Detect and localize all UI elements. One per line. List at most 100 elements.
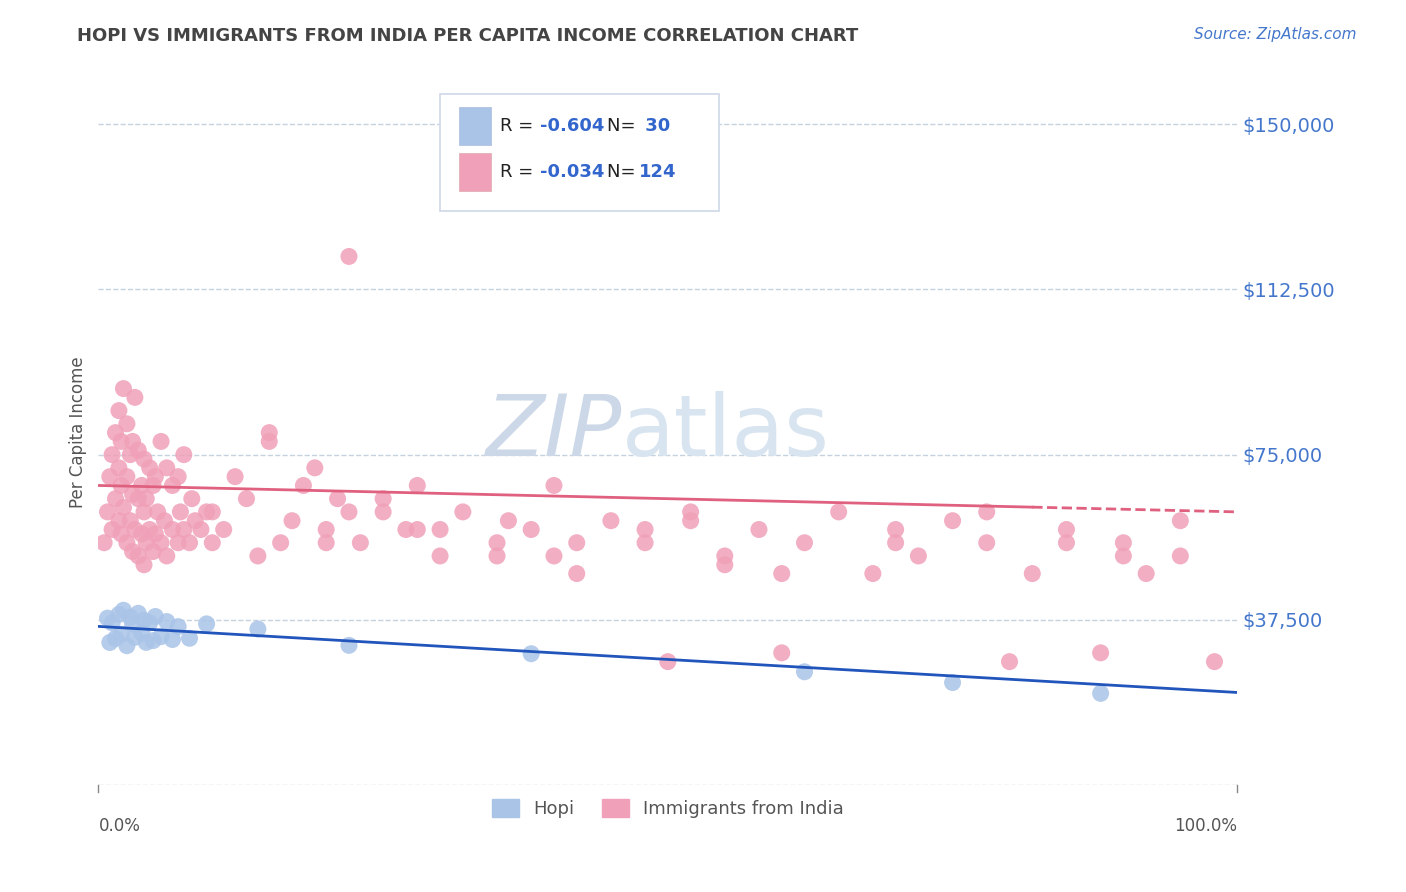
Point — [337, 250, 360, 264]
Point — [132, 558, 155, 572]
Point — [793, 665, 815, 679]
Point — [714, 558, 737, 572]
FancyBboxPatch shape — [460, 107, 491, 145]
Point — [162, 523, 184, 537]
Point — [115, 417, 138, 431]
Point — [110, 627, 132, 641]
Point — [246, 549, 269, 563]
Point — [486, 549, 509, 563]
Text: 30: 30 — [640, 117, 671, 135]
Point — [429, 549, 451, 563]
Point — [292, 478, 315, 492]
Point — [1170, 514, 1192, 528]
Point — [498, 514, 520, 528]
Point — [793, 535, 815, 549]
Point — [634, 523, 657, 537]
Point — [135, 635, 157, 649]
Point — [121, 617, 143, 632]
Point — [169, 505, 191, 519]
Point — [543, 549, 565, 563]
Point — [131, 478, 153, 492]
Point — [326, 491, 349, 506]
Point — [150, 630, 173, 644]
Point — [184, 514, 207, 528]
Point — [600, 514, 623, 528]
Point — [146, 505, 169, 519]
Point — [1204, 655, 1226, 669]
Point — [1090, 686, 1112, 700]
Point — [167, 619, 190, 633]
Point — [142, 633, 165, 648]
Point — [112, 603, 135, 617]
Point — [108, 403, 131, 417]
Point — [679, 514, 702, 528]
Point — [120, 610, 142, 624]
Point — [679, 505, 702, 519]
Point — [259, 425, 281, 440]
Text: 0.0%: 0.0% — [98, 817, 141, 835]
Point — [132, 452, 155, 467]
Point — [132, 613, 155, 627]
Point — [115, 469, 138, 483]
Point — [131, 626, 153, 640]
FancyBboxPatch shape — [460, 153, 491, 191]
Point — [942, 675, 965, 690]
Text: -0.034: -0.034 — [540, 163, 605, 181]
Point — [281, 514, 304, 528]
Point — [127, 491, 149, 506]
Point — [98, 635, 121, 649]
Point — [884, 535, 907, 549]
Point — [121, 487, 143, 501]
Point — [167, 469, 190, 483]
FancyBboxPatch shape — [440, 95, 718, 211]
Point — [486, 535, 509, 549]
Point — [173, 523, 195, 537]
Point — [104, 425, 127, 440]
Point — [304, 461, 326, 475]
Point — [173, 448, 195, 462]
Point — [395, 523, 418, 537]
Text: N=: N= — [607, 163, 641, 181]
Point — [131, 527, 153, 541]
Point — [156, 461, 179, 475]
Point — [828, 505, 851, 519]
Point — [98, 469, 121, 483]
Point — [212, 523, 235, 537]
Point — [150, 434, 173, 449]
Point — [112, 500, 135, 515]
Point — [127, 607, 149, 621]
Point — [124, 630, 146, 644]
Point — [120, 514, 142, 528]
Point — [565, 566, 588, 581]
Point — [162, 478, 184, 492]
Point — [634, 535, 657, 549]
Point — [104, 491, 127, 506]
Point — [1021, 566, 1043, 581]
Point — [748, 523, 770, 537]
Point — [138, 461, 160, 475]
Point — [998, 655, 1021, 669]
Point — [112, 382, 135, 396]
Point — [195, 505, 218, 519]
Point — [190, 523, 212, 537]
Point — [101, 448, 124, 462]
Legend: Hopi, Immigrants from India: Hopi, Immigrants from India — [485, 791, 851, 825]
Point — [153, 514, 176, 528]
Point — [145, 609, 167, 624]
Point — [349, 535, 371, 549]
Point — [520, 647, 543, 661]
Point — [108, 461, 131, 475]
Point — [1054, 523, 1078, 537]
Point — [907, 549, 929, 563]
Point — [127, 549, 149, 563]
Point — [124, 523, 146, 537]
Point — [246, 622, 269, 636]
Point — [565, 535, 588, 549]
Point — [138, 523, 160, 537]
Text: -0.604: -0.604 — [540, 117, 605, 135]
Point — [167, 535, 190, 549]
Point — [884, 523, 907, 537]
Point — [145, 469, 167, 483]
Text: R =: R = — [501, 117, 540, 135]
Point — [315, 523, 337, 537]
